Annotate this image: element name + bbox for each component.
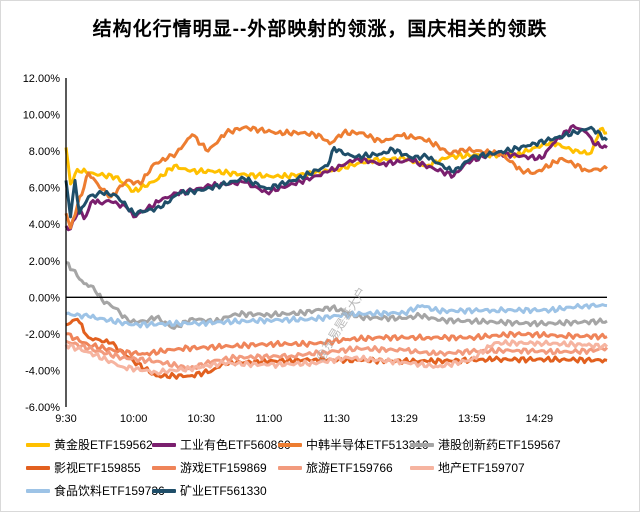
legend-swatch [26,488,50,493]
x-tick-label: 10:30 [187,413,215,425]
legend-label: 地产ETF159707 [438,461,525,475]
y-tick-label: 4.00% [29,219,60,231]
x-tick-label: 11:00 [256,413,283,425]
legend-swatch [152,465,176,470]
legend-item: 地产ETF159707 [410,459,525,476]
legend-label: 中韩半导体ETF513310 [306,438,429,452]
legend-item: 工业有色ETF560860 [152,436,291,453]
series-line-2 [64,125,608,230]
series-lines [64,124,609,380]
y-tick-label: 0.00% [29,292,60,304]
y-axis-ticks: 12.00% 10.00% 8.00% 6.00% 4.00% 2.00% 0.00% -2.… [23,73,61,414]
legend-label: 游戏ETF159869 [180,461,267,475]
legend-swatch [152,442,176,447]
legend-item: 黄金股ETF159562 [26,436,153,453]
legend-label: 食品饮料ETF159736 [54,484,165,498]
legend-swatch [410,465,434,470]
x-tick-label: 10:00 [120,413,148,425]
legend-swatch [410,442,434,447]
legend-label: 港股创新药ETF159567 [438,438,561,452]
legend-label: 黄金股ETF159562 [54,438,153,452]
legend-swatch [26,465,50,470]
y-tick-label: -4.00% [25,365,60,377]
legend-label: 影视ETF159855 [54,461,141,475]
series-line-7 [64,339,609,376]
x-axis-ticks: 9:30 10:00 10:30 11:00 11:30 13:29 13:59 14:29 [55,413,553,425]
legend-item: 影视ETF159855 [26,459,141,476]
series-line-6 [65,339,609,371]
legend-item: 矿业ETF561330 [152,482,267,499]
legend-item: 游戏ETF159869 [152,459,267,476]
legend-item: 港股创新药ETF159567 [410,436,561,453]
chart-title: 结构化行情明显--外部映射的领涨，国庆相关的领跌 [92,19,548,40]
y-tick-label: 10.00% [23,110,61,122]
series-line-1 [64,124,608,232]
legend-item: 食品饮料ETF159736 [26,482,165,499]
x-tick-label: 14:29 [526,413,554,425]
legend-label: 旅游ETF159766 [306,461,393,475]
legend-swatch [152,488,176,493]
legend-label: 工业有色ETF560860 [180,438,291,452]
y-tick-label: 2.00% [29,256,60,268]
series-line-9 [64,125,609,219]
x-tick-label: 11:30 [323,413,350,425]
y-tick-label: -2.00% [25,329,60,341]
legend-swatch [278,465,302,470]
series-line-8 [65,302,608,329]
legend-swatch [26,442,50,447]
legend-label: 矿业ETF561330 [180,484,267,498]
series-line-3 [65,261,608,330]
y-tick-label: -6.00% [25,402,60,414]
y-tick-label: 6.00% [29,183,60,195]
legend-swatch [278,442,302,447]
legend-item: 中韩半导体ETF513310 [278,436,429,453]
y-tick-label: 8.00% [29,146,60,158]
x-tick-label: 13:29 [390,413,418,425]
x-tick-label: 9:30 [55,413,76,425]
y-tick-label: 12.00% [23,73,61,85]
series-line-5 [65,330,608,357]
x-tick-label: 13:59 [458,413,486,425]
legend-item: 旅游ETF159766 [278,459,393,476]
